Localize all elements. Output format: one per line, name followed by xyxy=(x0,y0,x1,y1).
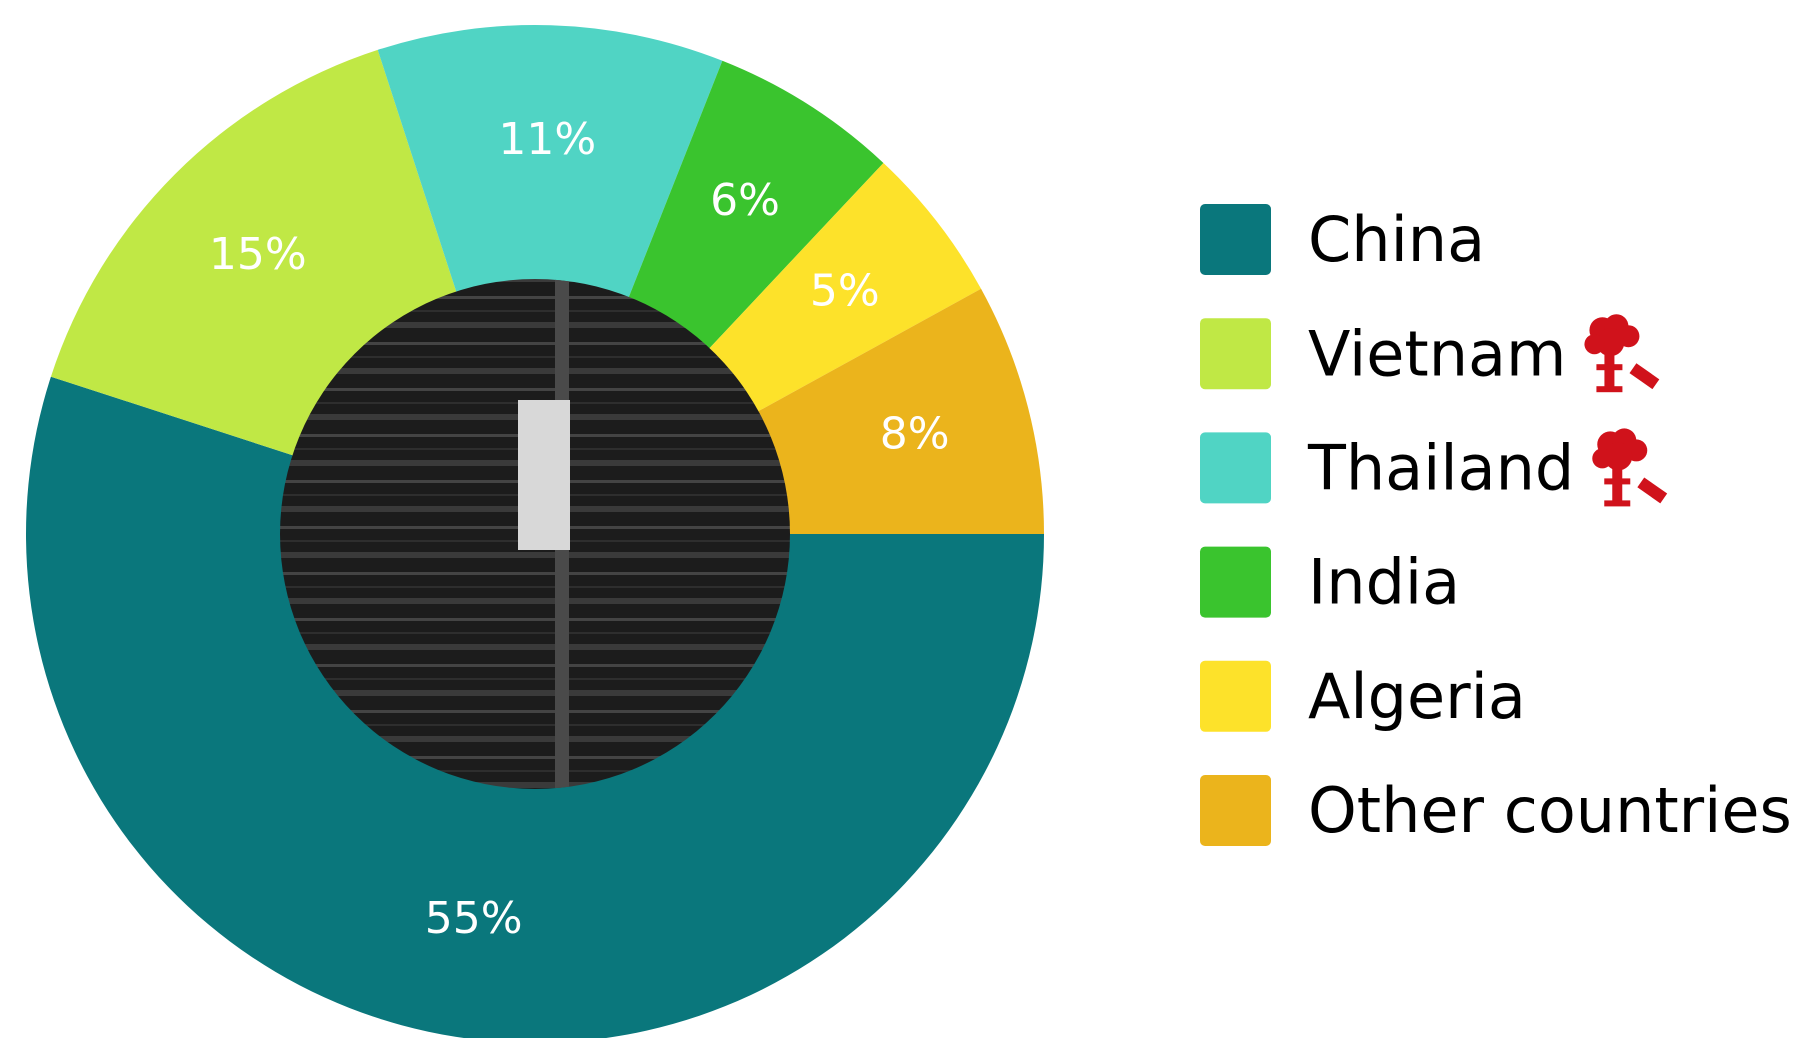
icon-part xyxy=(1596,386,1623,393)
value-label: 15% xyxy=(209,229,307,280)
value-label: 55% xyxy=(425,893,523,944)
deforestation-icon xyxy=(1592,428,1668,507)
icon-part xyxy=(1637,477,1668,504)
icon-part xyxy=(1584,334,1605,355)
legend-label: Vietnam xyxy=(1308,317,1566,390)
legend-label: Other countries xyxy=(1308,774,1792,847)
icon-part xyxy=(1596,328,1625,357)
value-label: 11% xyxy=(498,114,596,165)
value-label: 8% xyxy=(880,409,950,460)
deforestation-icon xyxy=(1584,314,1660,393)
legend-swatch xyxy=(1200,318,1271,390)
icon-part xyxy=(1596,364,1623,371)
legend-label: Algeria xyxy=(1308,660,1526,733)
center-photo xyxy=(280,279,790,789)
legend-label: India xyxy=(1308,546,1460,619)
legend-label: Thailand xyxy=(1307,431,1574,504)
legend-swatch xyxy=(1200,204,1271,275)
legend-swatch xyxy=(1200,775,1271,846)
legend-swatch xyxy=(1200,660,1271,732)
icon-part xyxy=(1604,442,1633,471)
icon-part xyxy=(1604,500,1631,507)
legend: China Vietnam Thailand India Algeria Other co… xyxy=(1200,203,1792,847)
icon-part xyxy=(1604,478,1631,485)
legend-swatch xyxy=(1200,432,1271,504)
icon-part xyxy=(1629,363,1660,390)
icon-part xyxy=(1592,448,1613,469)
labels: 55% 15% 11% 6% 5% 8% xyxy=(209,114,950,944)
legend-label: China xyxy=(1308,203,1485,276)
value-label: 5% xyxy=(810,266,880,317)
value-label: 6% xyxy=(710,175,780,226)
legend-swatch xyxy=(1200,546,1271,618)
